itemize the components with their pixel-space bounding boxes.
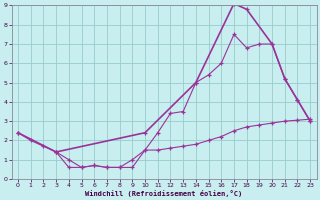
X-axis label: Windchill (Refroidissement éolien,°C): Windchill (Refroidissement éolien,°C) [85, 190, 243, 197]
